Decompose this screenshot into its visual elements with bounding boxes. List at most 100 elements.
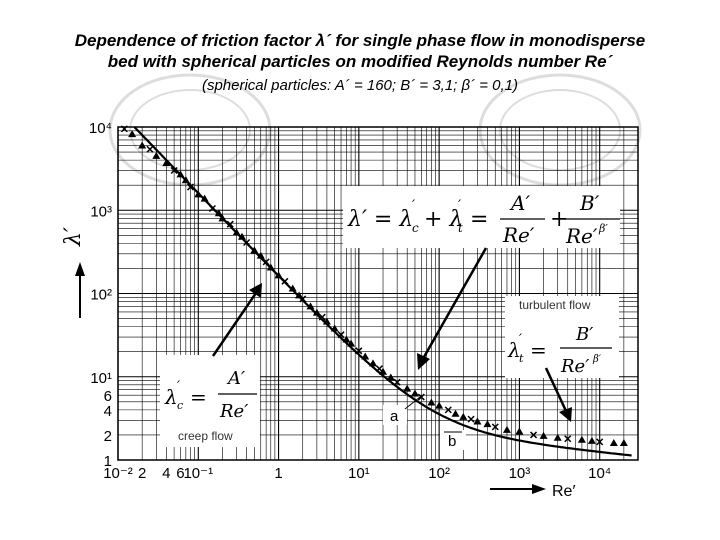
turbulent-flow-label: turbulent flow	[519, 298, 591, 312]
data-point	[530, 431, 538, 439]
y-axis-arrow-head	[75, 262, 85, 276]
x-tick-label: 10¹	[348, 465, 370, 482]
data-point	[564, 435, 572, 443]
data-point	[386, 373, 395, 381]
svg-text:′: ′	[458, 198, 462, 214]
formula-creep: λ c ′ = A′ Re′	[164, 368, 257, 422]
data-point	[237, 232, 246, 240]
curve-b-label: b	[448, 433, 456, 450]
arrow-main	[422, 247, 488, 358]
data-point	[515, 427, 524, 435]
y-tick-label: 10⁴	[89, 120, 112, 137]
svg-text:Re′: Re′	[219, 401, 248, 422]
svg-text:′: ′	[412, 198, 416, 214]
svg-text:λ′ = λ: λ′ = λ	[347, 207, 413, 232]
data-point	[162, 158, 171, 166]
chart-subtitle: (spherical particles: A´ = 160; B´ = 3,1…	[201, 77, 519, 94]
data-point	[146, 145, 154, 153]
data-point	[200, 194, 209, 202]
svg-text:Re′: Re′	[502, 223, 535, 247]
x-tick-labels: 10⁻² 2 4 610⁻¹ 1 10¹ 10² 10³ 10⁴	[103, 465, 611, 482]
x-tick-label: 2	[138, 465, 146, 482]
curve-a-leader	[404, 396, 421, 410]
svg-text:B′: B′	[579, 191, 600, 215]
data-point	[502, 425, 511, 433]
data-point	[539, 431, 548, 439]
creep-box	[160, 355, 260, 447]
data-point	[410, 389, 419, 397]
x-tick-label: 10³	[509, 465, 531, 482]
data-point	[170, 166, 178, 175]
curve-a-box	[383, 405, 407, 425]
data-point	[444, 406, 452, 414]
data-point	[128, 130, 137, 138]
formula-main: λ′ = λ c ′ + λ t ′ = A′ Re′ + B′ Re′ β′	[347, 191, 620, 248]
data-point	[120, 125, 128, 133]
y-tick-label: 10¹	[90, 370, 112, 387]
y-tick-label: 6	[104, 388, 112, 405]
svg-text:′: ′	[519, 332, 522, 347]
y-tick-label: 1	[104, 453, 112, 470]
arrow-creep	[211, 292, 258, 357]
formula-box-main	[343, 186, 620, 248]
arrow-turbulent	[544, 367, 568, 412]
svg-text:t: t	[458, 221, 463, 235]
svg-text:c: c	[177, 399, 183, 412]
x-tick-label: 10⁴	[588, 465, 611, 482]
data-point	[553, 433, 562, 441]
svg-text:β′: β′	[592, 354, 602, 365]
svg-text:B′: B′	[575, 324, 593, 345]
svg-text:c: c	[412, 221, 419, 235]
x-tick-label: 10²	[428, 465, 450, 482]
data-point	[403, 384, 412, 392]
fit-curve	[133, 126, 632, 457]
svg-text:β′: β′	[598, 222, 608, 235]
arrow-turbulent-head	[559, 407, 572, 422]
svg-text:A′: A′	[226, 368, 245, 389]
x-axis-arrow-head	[532, 484, 546, 494]
y-tick-label: 10³	[90, 203, 112, 220]
chart-title-line-1: Dependence of friction factor λ´ for sin…	[74, 31, 646, 50]
svg-text:=: =	[470, 207, 488, 232]
turbulent-box	[505, 296, 619, 378]
x-axis-label: Re′	[552, 483, 575, 500]
x-tick-label: 4	[162, 465, 170, 482]
formula-turbulent: λ t ′ = B′ Re′ β′	[507, 324, 612, 377]
y-axis-label: λ′	[61, 227, 86, 247]
x-tick-label: 6	[176, 465, 184, 482]
svg-text:A′: A′	[509, 191, 530, 215]
data-point	[417, 393, 425, 401]
svg-text:λ: λ	[507, 338, 521, 362]
svg-text:λ: λ	[164, 385, 178, 409]
data-point	[138, 141, 147, 149]
y-tick-label: 4	[104, 403, 112, 420]
svg-text:Re′: Re′	[560, 356, 589, 377]
data-point	[473, 417, 482, 425]
svg-text:Re′: Re′	[565, 224, 598, 248]
svg-text:t: t	[519, 352, 524, 365]
y-tick-label: 10²	[90, 287, 112, 304]
data-point	[451, 409, 460, 417]
x-tick-label: 10⁻¹	[183, 465, 213, 482]
data-point	[152, 151, 161, 159]
creep-flow-label: creep flow	[178, 429, 233, 443]
data-point	[427, 398, 436, 406]
data-point	[609, 439, 618, 447]
curve-b-box	[440, 430, 466, 450]
x-tick-label: 10⁻²	[103, 465, 133, 482]
svg-text:=: =	[190, 385, 207, 409]
data-point	[577, 435, 586, 443]
data-point	[483, 420, 492, 428]
curve-a-label: a	[390, 408, 399, 425]
x-tick-label: 1	[274, 465, 282, 482]
arrow-main-head	[417, 353, 430, 370]
svg-text:′: ′	[177, 379, 180, 394]
svg-text:=: =	[530, 338, 547, 362]
data-point	[435, 401, 444, 409]
data-point	[619, 439, 628, 447]
data-point	[596, 438, 604, 446]
data-point	[226, 220, 234, 228]
data-point	[491, 423, 499, 431]
